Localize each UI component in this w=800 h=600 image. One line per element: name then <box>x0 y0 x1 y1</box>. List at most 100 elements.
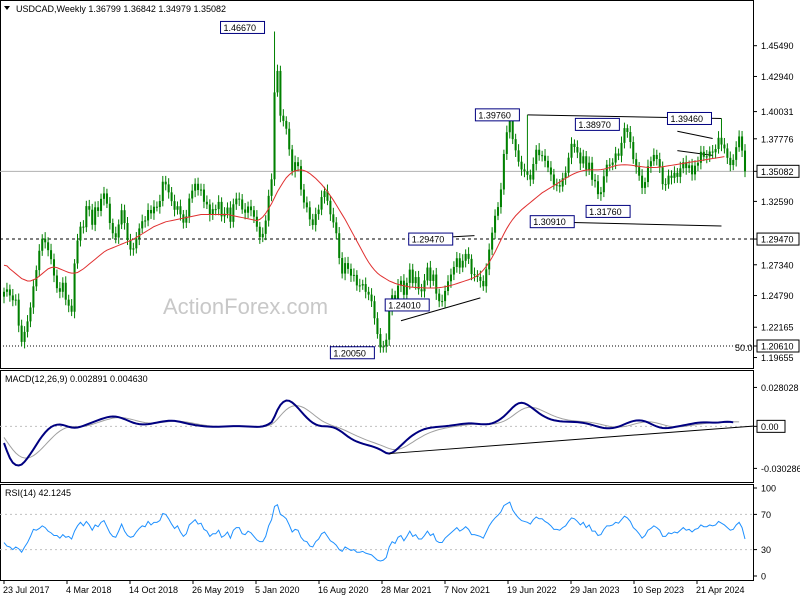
candle-body <box>202 189 205 202</box>
x-axis-tick-label: 29 Jan 2023 <box>570 585 620 595</box>
candle-body <box>467 253 470 259</box>
candle-body <box>114 233 117 238</box>
candle-body <box>629 131 632 143</box>
candle-body <box>58 288 61 292</box>
macd-trendline <box>389 425 754 455</box>
candle-body <box>55 275 58 289</box>
candle-body <box>702 151 705 157</box>
candle-body <box>711 151 714 153</box>
candle-body <box>638 167 641 176</box>
candle-body <box>464 253 467 261</box>
candle-body <box>191 190 194 199</box>
candle-body <box>394 295 397 300</box>
candle-body <box>402 280 405 295</box>
price-annotation-label: 1.46670 <box>224 23 257 33</box>
candle-body <box>255 216 258 227</box>
candle-body <box>455 258 458 267</box>
candle-body <box>438 293 441 302</box>
rsi-y-axis: 100 70 30 0 <box>753 484 776 582</box>
price-axis-tick-label: 1.35082 <box>761 167 794 177</box>
candle-body <box>708 151 711 157</box>
candle-body <box>132 248 135 250</box>
price-annotation-label: 1.29470 <box>412 235 445 245</box>
price-axis-tick-label: 1.19655 <box>761 353 794 363</box>
candle-body <box>514 139 517 151</box>
candle-body <box>743 150 747 172</box>
x-axis-tick-label: 16 Aug 2020 <box>318 585 369 595</box>
candle-body <box>176 206 179 210</box>
candle-body <box>67 299 70 306</box>
candle-body <box>2 291 6 297</box>
candle-body <box>420 289 423 292</box>
price-axis-tick-label: 1.27340 <box>761 260 794 270</box>
macd-zero-tag-box <box>756 419 786 433</box>
candle-body <box>594 179 597 182</box>
candle-body <box>199 189 203 191</box>
candle-body <box>241 199 244 210</box>
candle-body <box>585 156 588 170</box>
x-axis-tick-label: 21 Apr 2024 <box>696 585 745 595</box>
candle-body <box>555 184 558 186</box>
candle-body <box>691 165 694 175</box>
rsi-pane: RSI(14) 42.1245 <box>0 484 754 581</box>
candle-body <box>355 274 358 286</box>
candle-body <box>541 155 544 157</box>
candle-body <box>288 128 291 150</box>
price-annotations: 1.46670 1.39760 1.39460 1.38970 1.31760 1.309… <box>220 20 712 360</box>
candle-body <box>370 294 373 302</box>
candle-body <box>526 171 529 175</box>
dropdown-arrow-icon[interactable] <box>4 6 10 10</box>
candle-body <box>491 232 494 250</box>
candle-body <box>676 172 679 177</box>
candle-body <box>367 291 370 295</box>
candle-body <box>20 325 23 342</box>
candle-body <box>8 289 11 296</box>
price-axis-tag-box <box>756 339 800 353</box>
candle-body <box>144 220 147 222</box>
fib-50-label: 50.0 <box>735 343 753 353</box>
candle-body <box>97 207 100 211</box>
price-axis-tag-box <box>756 232 800 246</box>
candle-body <box>485 269 488 287</box>
candle-body <box>123 210 126 224</box>
candle-body <box>299 166 303 190</box>
candle-body <box>270 179 273 196</box>
candle-body <box>482 280 485 287</box>
candle-body <box>726 148 729 158</box>
candle-body <box>102 193 106 199</box>
price-axis-tick-label: 1.24790 <box>761 291 794 301</box>
candle-body <box>688 165 691 169</box>
candle-body <box>264 220 267 234</box>
candle-body <box>149 209 153 214</box>
candle-body <box>544 155 547 161</box>
candle-body <box>620 142 623 156</box>
candle-body <box>405 282 408 295</box>
candle-body <box>385 339 388 347</box>
candle-body <box>17 299 20 326</box>
candle-body <box>344 263 347 274</box>
candle-body <box>232 204 235 222</box>
candle-body <box>426 267 429 281</box>
candle-body <box>79 226 82 241</box>
candle-body <box>382 346 385 348</box>
candle-body <box>100 198 103 211</box>
price-axis-tick-label: 1.22165 <box>761 323 794 333</box>
price-axis-tick-label: 1.20610 <box>761 341 794 351</box>
candle-body <box>361 284 364 286</box>
price-annotation-label: 1.39460 <box>670 114 703 124</box>
candle-body <box>276 70 279 93</box>
rsi-line <box>3 501 746 562</box>
rsi-gridlines <box>0 513 753 551</box>
candle-body <box>643 182 647 188</box>
candle-body <box>505 132 508 154</box>
time-x-axis: 23 Jul 2017 4 Mar 2018 14 Oct 2018 26 May 2… <box>3 580 745 595</box>
candle-body <box>329 200 332 215</box>
candle-body <box>70 305 73 312</box>
candle-body <box>220 201 223 217</box>
price-annotation-box <box>666 111 712 125</box>
candle-body <box>529 174 532 180</box>
candle-body <box>244 209 247 213</box>
candle-body <box>76 240 79 264</box>
candle-body <box>302 189 305 203</box>
